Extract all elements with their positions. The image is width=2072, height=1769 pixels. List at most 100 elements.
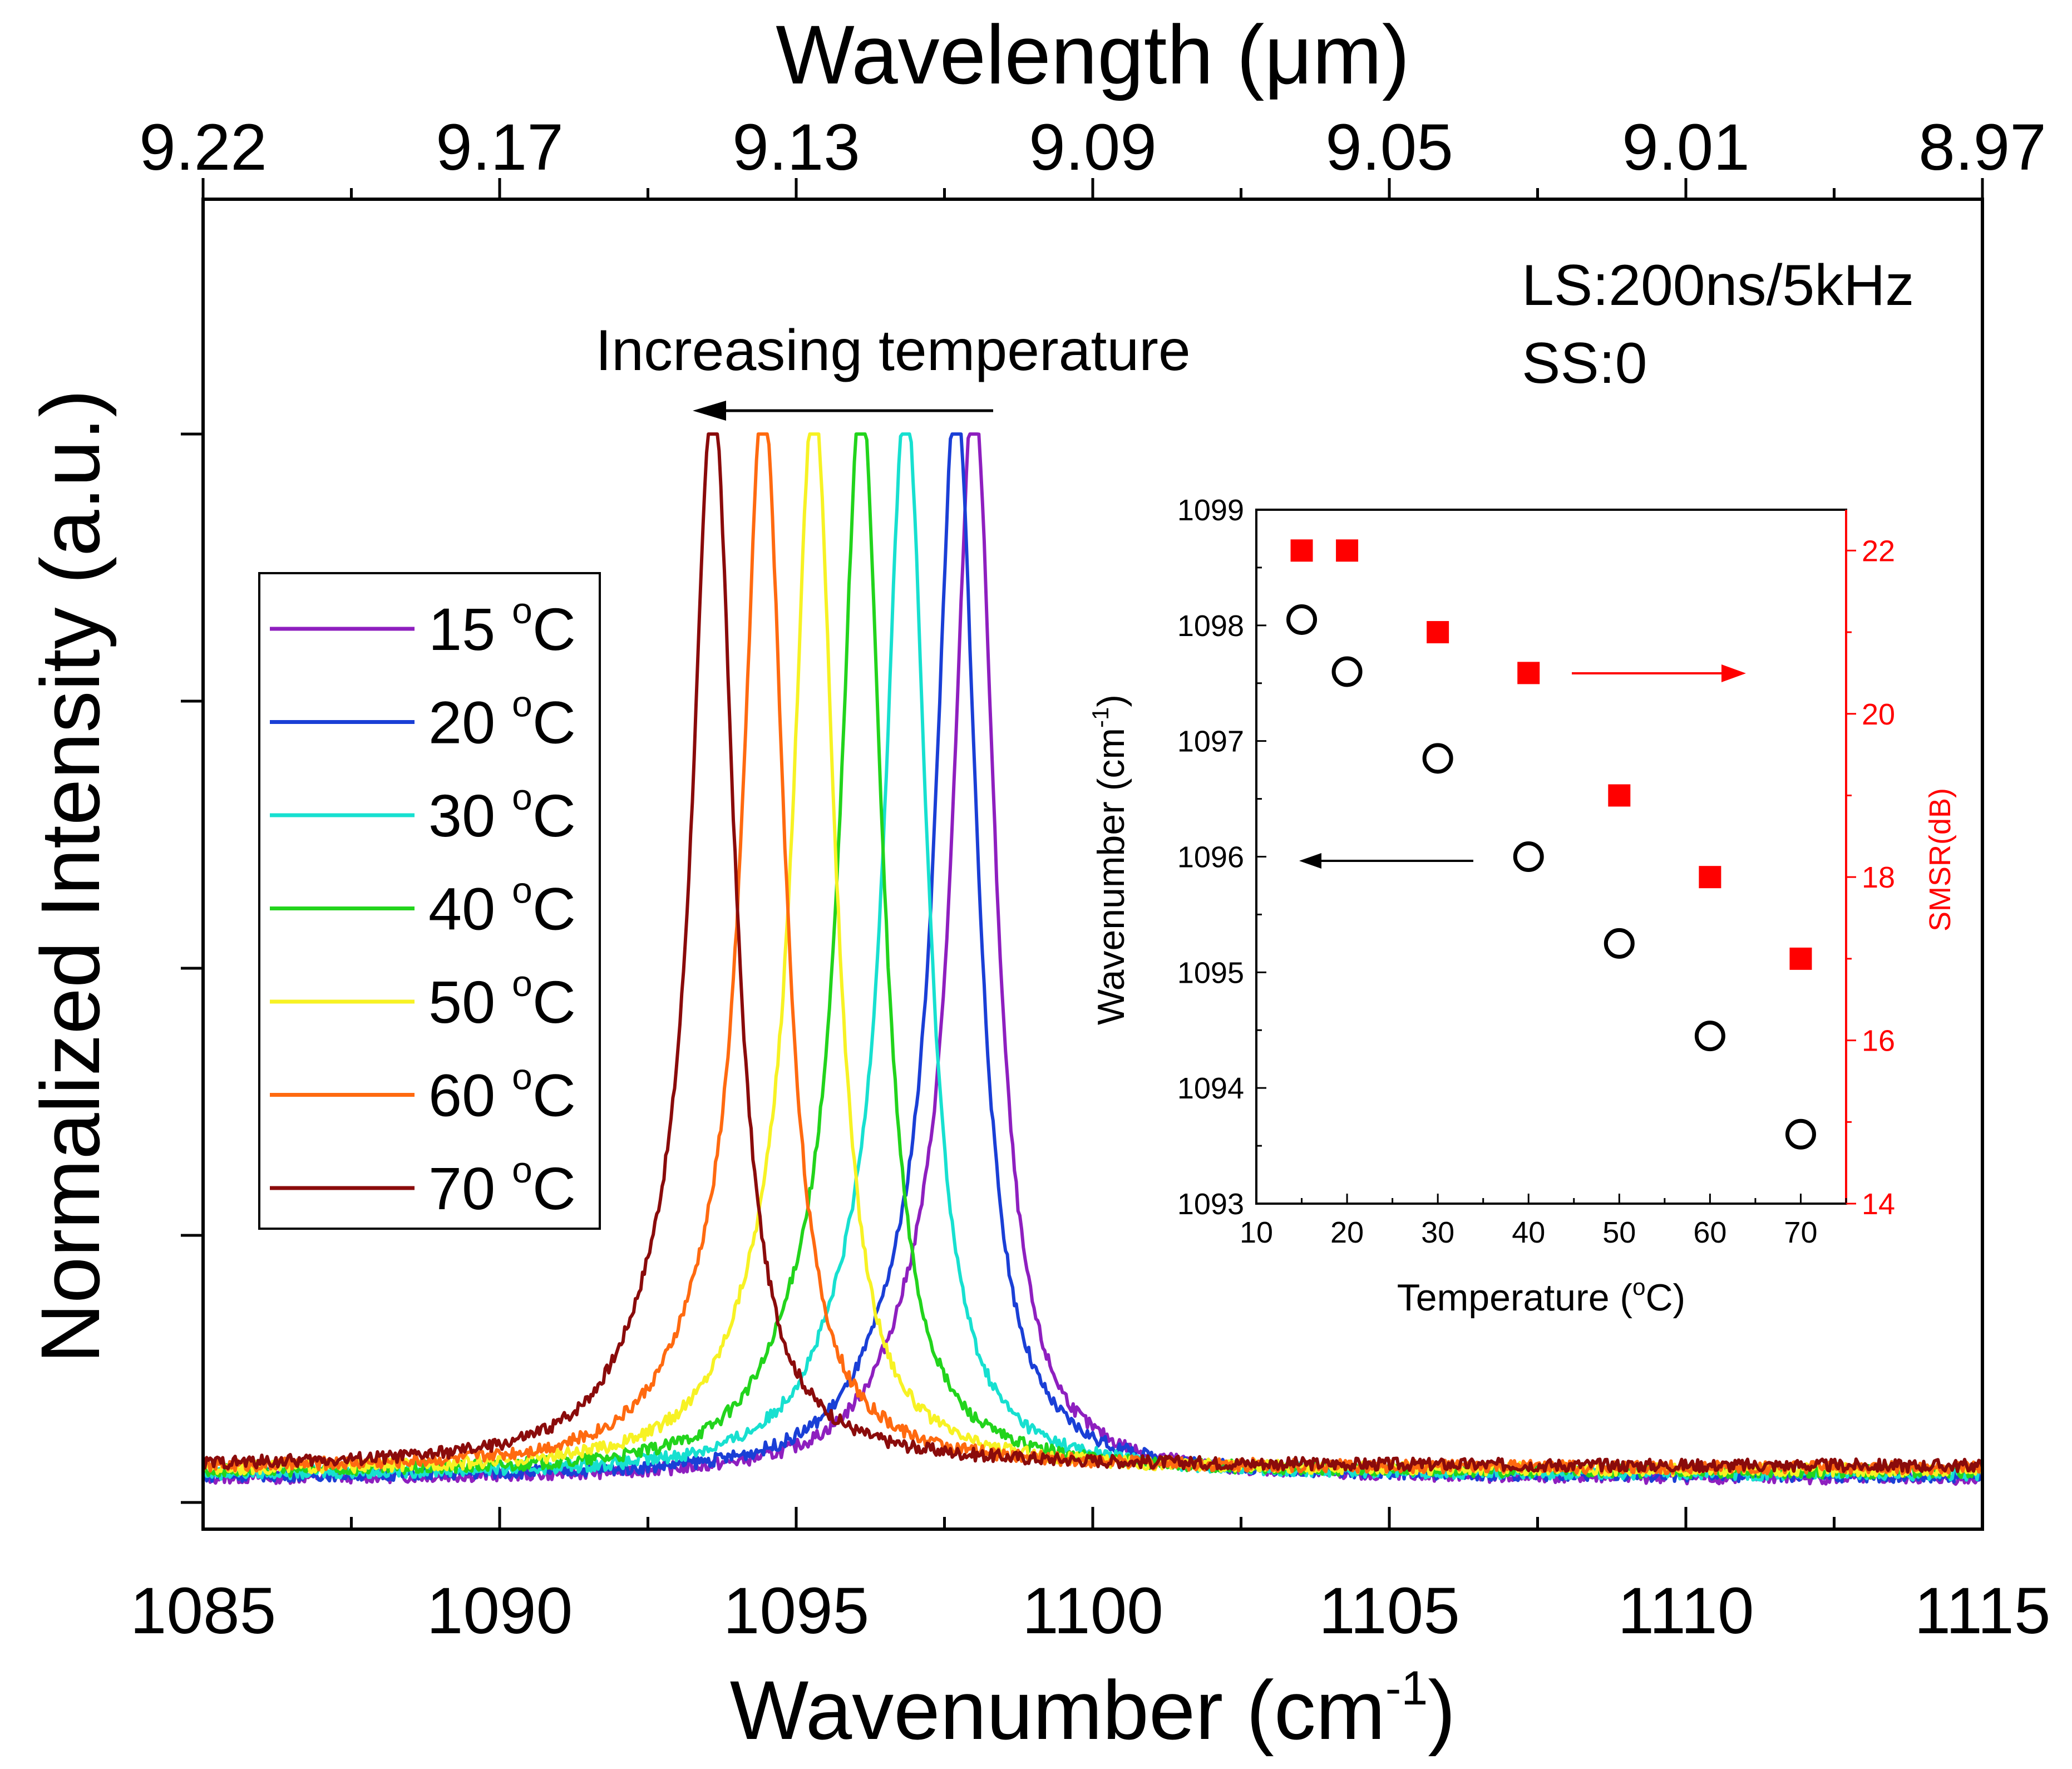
bottom-tick-label: 1100 (1022, 1574, 1163, 1648)
legend-degree: o (512, 963, 532, 1004)
top-tick-label: 8.97 (1918, 111, 2046, 184)
bottom-tick-label: 1110 (1618, 1574, 1754, 1648)
inset-right-arrow-head (1721, 664, 1746, 682)
legend-temp: 20 (428, 689, 512, 756)
legend-unit: C (532, 782, 576, 849)
legend-label: 60 oC (428, 1056, 576, 1129)
inset-x-title-sup: o (1632, 1274, 1645, 1300)
inset-y-title-end: ) (1090, 694, 1132, 707)
legend-temp: 15 (428, 595, 512, 663)
legend-label: 20 oC (428, 683, 576, 756)
conditions-line-2: SS:0 (1522, 331, 1647, 396)
wavenumber-point (1286, 604, 1318, 635)
legend-temp: 40 (428, 875, 512, 943)
inset-x-tick-label: 50 (1602, 1216, 1636, 1249)
main-curves (201, 432, 1984, 1486)
legend-unit: C (532, 1155, 576, 1222)
bottom-tick-label: 1105 (1319, 1574, 1460, 1648)
bottom-axis-title-end: ) (1428, 1663, 1456, 1757)
wavenumber-point (1694, 1021, 1725, 1052)
bottom-tick-label: 1095 (723, 1574, 870, 1648)
top-axis: 9.22 9.17 9.13 9.09 9.05 9.01 8.97 (139, 111, 2046, 199)
spectrum-line-70c (201, 432, 1984, 1474)
legend-box (258, 572, 601, 1230)
smsr-point (1608, 784, 1631, 807)
inset-y-title-main: Wavenumber (cm (1090, 728, 1132, 1025)
smsr-point (1427, 621, 1449, 644)
top-tick-label: 9.17 (436, 111, 564, 184)
top-tick-label: 9.22 (139, 111, 267, 184)
legend-unit: C (532, 1062, 576, 1129)
inset-y-tick-label: 1098 (1177, 609, 1244, 643)
inset-y-tick-label: 1095 (1177, 956, 1244, 989)
legend-temp: 30 (428, 782, 512, 849)
legend-label: 70 oC (428, 1149, 576, 1222)
inset-y2-tick-label: 16 (1862, 1024, 1895, 1058)
inset-plot-frame (1255, 509, 1847, 1205)
top-tick-label: 9.05 (1325, 111, 1453, 184)
inset-x-title-main: Temperature ( (1397, 1277, 1633, 1319)
inset-x-tick-label: 60 (1693, 1216, 1726, 1249)
arrow-label: Increasing temperature (595, 318, 1190, 383)
inset-y2-tick-label: 20 (1862, 698, 1895, 731)
legend-degree: o (512, 590, 532, 631)
bottom-axis-title-main: Wavenumber (cm (730, 1663, 1385, 1757)
inset-x-tick-label: 40 (1512, 1216, 1545, 1249)
legend-label: 50 oC (428, 963, 576, 1036)
legend-unit: C (532, 968, 576, 1036)
conditions-line-1: LS:200ns/5kHz (1522, 253, 1914, 318)
bottom-tick-label: 1090 (427, 1574, 573, 1648)
bottom-axis-title: Wavenumber (cm-1) (730, 1662, 1456, 1757)
left-axis-title: Normalized Intensity (a.u.) (23, 390, 117, 1364)
legend-label: 30 oC (428, 776, 576, 849)
inset-y2-tick-label: 14 (1862, 1187, 1895, 1221)
legend-unit: C (532, 875, 576, 943)
wavenumber-point (1513, 841, 1544, 872)
smsr-point (1336, 539, 1359, 562)
top-axis-title: Wavelength (μm) (776, 8, 1410, 101)
legend-degree: o (512, 1056, 532, 1097)
smsr-point (1290, 539, 1313, 562)
legend-degree: o (512, 1149, 532, 1190)
bottom-tick-label: 1115 (1915, 1574, 2051, 1648)
legend-degree: o (512, 870, 532, 911)
inset-y2-axis-title: SMSR(dB) (1923, 788, 1957, 932)
inset-y-axis-title: Wavenumber (cm-1) (1087, 694, 1132, 1025)
smsr-point (1789, 947, 1812, 970)
bottom-axis: 1085 1090 1095 1100 1105 1110 1115 (130, 1507, 2051, 1648)
left-axis (181, 432, 203, 1504)
legend-label: 15 oC (428, 590, 576, 663)
inset-left-arrow-head (1299, 853, 1321, 869)
inset-y2-tick-label: 18 (1862, 861, 1895, 894)
inset-x-tick-label: 10 (1240, 1216, 1273, 1249)
smsr-point (1517, 662, 1540, 684)
legend-temp: 70 (428, 1155, 512, 1222)
bottom-tick-label: 1085 (130, 1574, 277, 1648)
inset-x-axis-title: Temperature (oC) (1397, 1274, 1685, 1319)
top-tick-label: 9.01 (1622, 111, 1750, 184)
legend-unit: C (532, 689, 576, 756)
legend-degree: o (512, 683, 532, 725)
inset-y-tick-label: 1099 (1177, 494, 1244, 527)
smsr-point (1699, 866, 1721, 889)
inset-x-tick-label: 70 (1784, 1216, 1817, 1249)
wavenumber-point (1604, 928, 1635, 959)
top-tick-label: 9.13 (732, 111, 860, 184)
inset-y-tick-label: 1094 (1177, 1072, 1244, 1105)
spectrum-line-40c (201, 432, 1984, 1480)
inset-y-tick-label: 1097 (1177, 725, 1244, 758)
inset-y2-tick-label: 22 (1862, 534, 1895, 568)
inset-x-title-end: C) (1645, 1277, 1685, 1319)
inset-y-tick-label: 1096 (1177, 841, 1244, 874)
legend-temp: 60 (428, 1062, 512, 1129)
inset-x-tick-label: 20 (1330, 1216, 1364, 1249)
inset-points (1286, 539, 1816, 1150)
legend-temp: 50 (428, 968, 512, 1036)
legend-label: 40 oC (428, 870, 576, 943)
wavenumber-point (1422, 743, 1453, 774)
bottom-axis-title-sup: -1 (1385, 1662, 1428, 1715)
temperature-arrow-head (693, 401, 726, 421)
legend-degree: o (512, 776, 532, 817)
